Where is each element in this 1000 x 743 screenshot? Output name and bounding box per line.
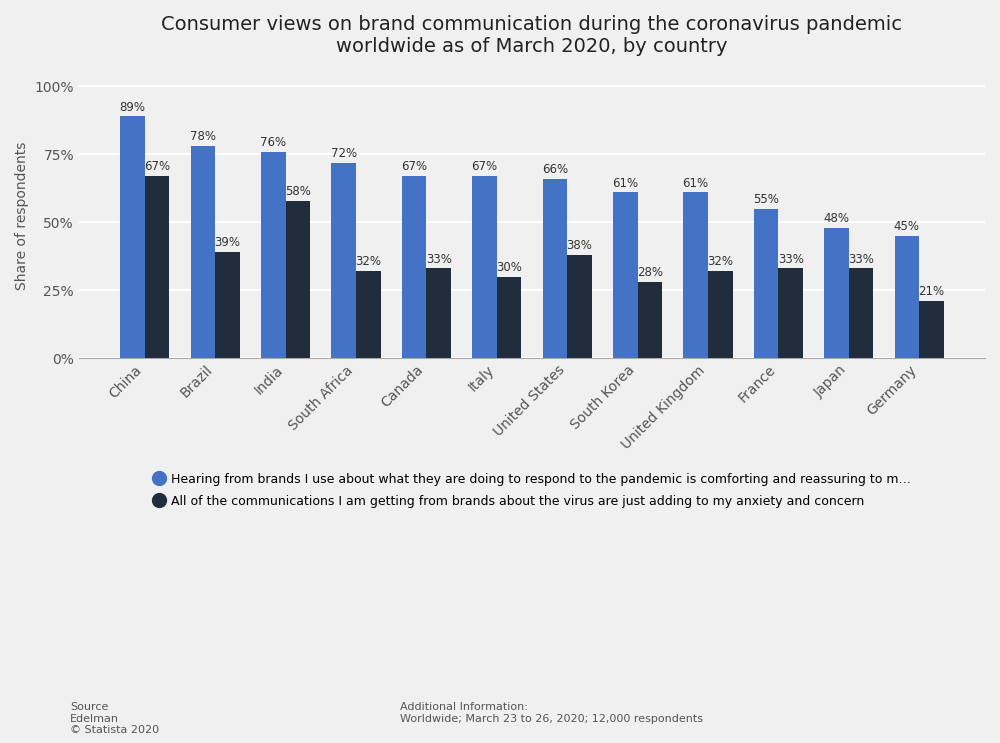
- Text: 33%: 33%: [426, 253, 452, 266]
- Text: 33%: 33%: [848, 253, 874, 266]
- Bar: [261, 152, 286, 358]
- Text: 45%: 45%: [894, 220, 920, 233]
- Text: 78%: 78%: [190, 131, 216, 143]
- Bar: [286, 201, 310, 358]
- Legend: Hearing from brands I use about what they are doing to respond to the pandemic i: Hearing from brands I use about what the…: [153, 473, 911, 507]
- Text: 76%: 76%: [260, 136, 286, 149]
- Text: 58%: 58%: [285, 185, 311, 198]
- Bar: [824, 227, 849, 358]
- Bar: [402, 176, 426, 358]
- Text: 33%: 33%: [778, 253, 804, 266]
- Bar: [567, 255, 592, 358]
- Text: 61%: 61%: [683, 177, 709, 189]
- Text: 39%: 39%: [214, 236, 240, 250]
- Bar: [426, 268, 451, 358]
- Bar: [472, 176, 497, 358]
- Text: 38%: 38%: [567, 239, 592, 252]
- Bar: [708, 271, 733, 358]
- Bar: [613, 192, 638, 358]
- Text: 67%: 67%: [401, 160, 427, 173]
- Bar: [895, 236, 919, 358]
- Text: 67%: 67%: [471, 160, 497, 173]
- Bar: [849, 268, 873, 358]
- Text: 66%: 66%: [542, 163, 568, 176]
- Bar: [191, 146, 215, 358]
- Title: Consumer views on brand communication during the coronavirus pandemic
worldwide : Consumer views on brand communication du…: [161, 15, 902, 56]
- Bar: [754, 209, 778, 358]
- Text: Additional Information:
Worldwide; March 23 to 26, 2020; 12,000 respondents: Additional Information: Worldwide; March…: [400, 702, 703, 724]
- Bar: [356, 271, 381, 358]
- Bar: [145, 176, 169, 358]
- Bar: [331, 163, 356, 358]
- Text: Source
Edelman
© Statista 2020: Source Edelman © Statista 2020: [70, 702, 159, 736]
- Text: 67%: 67%: [144, 160, 170, 173]
- Bar: [638, 282, 662, 358]
- Text: 48%: 48%: [823, 212, 849, 225]
- Text: 32%: 32%: [355, 256, 381, 268]
- Text: 72%: 72%: [331, 147, 357, 160]
- Text: 21%: 21%: [918, 285, 945, 299]
- Text: 30%: 30%: [496, 261, 522, 274]
- Y-axis label: Share of respondents: Share of respondents: [15, 141, 29, 290]
- Bar: [497, 276, 521, 358]
- Bar: [120, 117, 145, 358]
- Text: 28%: 28%: [637, 266, 663, 279]
- Text: 61%: 61%: [612, 177, 638, 189]
- Text: 89%: 89%: [119, 100, 145, 114]
- Bar: [778, 268, 803, 358]
- Bar: [919, 301, 944, 358]
- Text: 32%: 32%: [707, 256, 733, 268]
- Bar: [215, 252, 240, 358]
- Bar: [683, 192, 708, 358]
- Text: 55%: 55%: [753, 193, 779, 206]
- Bar: [543, 179, 567, 358]
